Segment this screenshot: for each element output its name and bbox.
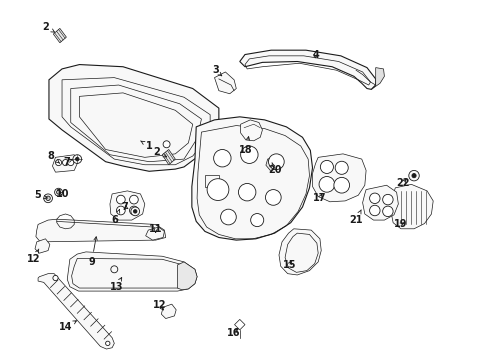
Circle shape — [111, 266, 118, 273]
Circle shape — [54, 188, 62, 196]
Circle shape — [106, 341, 110, 346]
Polygon shape — [269, 158, 277, 164]
Text: 1: 1 — [141, 141, 152, 151]
Circle shape — [320, 161, 333, 174]
Circle shape — [73, 155, 82, 163]
Text: 16: 16 — [227, 328, 241, 338]
Circle shape — [62, 159, 69, 166]
Circle shape — [56, 190, 60, 194]
Polygon shape — [38, 274, 114, 349]
Text: 7: 7 — [122, 202, 128, 212]
Polygon shape — [371, 68, 384, 89]
Circle shape — [412, 174, 416, 178]
Text: 11: 11 — [149, 224, 163, 234]
Polygon shape — [192, 117, 313, 240]
Circle shape — [117, 195, 125, 204]
Circle shape — [129, 206, 138, 215]
Circle shape — [383, 206, 393, 217]
Text: 2: 2 — [154, 147, 167, 157]
Circle shape — [53, 275, 58, 281]
Circle shape — [68, 159, 74, 166]
Polygon shape — [53, 28, 66, 43]
Text: 5: 5 — [35, 190, 48, 200]
Text: 20: 20 — [268, 163, 281, 175]
Text: 10: 10 — [56, 189, 70, 199]
Circle shape — [220, 209, 236, 225]
Circle shape — [334, 177, 349, 193]
Circle shape — [133, 210, 137, 213]
Circle shape — [251, 213, 264, 226]
Text: 14: 14 — [59, 321, 76, 332]
Circle shape — [163, 141, 170, 148]
Circle shape — [75, 157, 79, 161]
Circle shape — [383, 194, 393, 205]
Circle shape — [319, 176, 335, 192]
Circle shape — [369, 193, 380, 203]
Circle shape — [131, 207, 140, 216]
Circle shape — [241, 146, 258, 163]
Polygon shape — [241, 120, 263, 141]
Text: 12: 12 — [153, 301, 167, 310]
Text: 18: 18 — [239, 136, 253, 156]
Polygon shape — [67, 252, 197, 291]
Circle shape — [239, 184, 256, 201]
Polygon shape — [36, 219, 166, 242]
Polygon shape — [52, 155, 77, 172]
Text: 2: 2 — [42, 22, 54, 32]
Polygon shape — [177, 262, 197, 290]
Polygon shape — [313, 154, 366, 202]
Circle shape — [55, 159, 62, 166]
Text: 7: 7 — [63, 157, 73, 167]
Circle shape — [369, 205, 380, 216]
Circle shape — [44, 194, 52, 203]
Text: 9: 9 — [88, 237, 97, 267]
Text: 3: 3 — [212, 65, 222, 76]
Polygon shape — [391, 184, 433, 229]
Polygon shape — [240, 50, 376, 89]
Circle shape — [409, 170, 419, 181]
Circle shape — [214, 149, 231, 167]
Text: 13: 13 — [110, 278, 123, 292]
Text: 17: 17 — [313, 193, 327, 203]
Circle shape — [269, 154, 284, 170]
Polygon shape — [162, 149, 175, 165]
Polygon shape — [35, 239, 50, 253]
Text: 6: 6 — [112, 210, 120, 225]
Text: 4: 4 — [312, 50, 319, 59]
Polygon shape — [110, 191, 145, 220]
Text: 8: 8 — [48, 151, 59, 163]
Polygon shape — [146, 227, 165, 240]
Polygon shape — [49, 64, 219, 171]
Text: 15: 15 — [283, 260, 296, 270]
Circle shape — [207, 179, 229, 201]
Circle shape — [117, 206, 125, 215]
Polygon shape — [161, 304, 176, 319]
Polygon shape — [279, 229, 321, 275]
Circle shape — [266, 190, 281, 205]
Circle shape — [129, 195, 138, 204]
Circle shape — [335, 161, 348, 174]
Text: 12: 12 — [27, 249, 41, 264]
Text: 19: 19 — [394, 220, 408, 229]
Text: 22: 22 — [396, 179, 410, 189]
Polygon shape — [215, 72, 236, 94]
Text: 21: 21 — [349, 210, 363, 225]
Polygon shape — [266, 156, 281, 170]
Circle shape — [46, 196, 50, 201]
Polygon shape — [363, 185, 398, 220]
